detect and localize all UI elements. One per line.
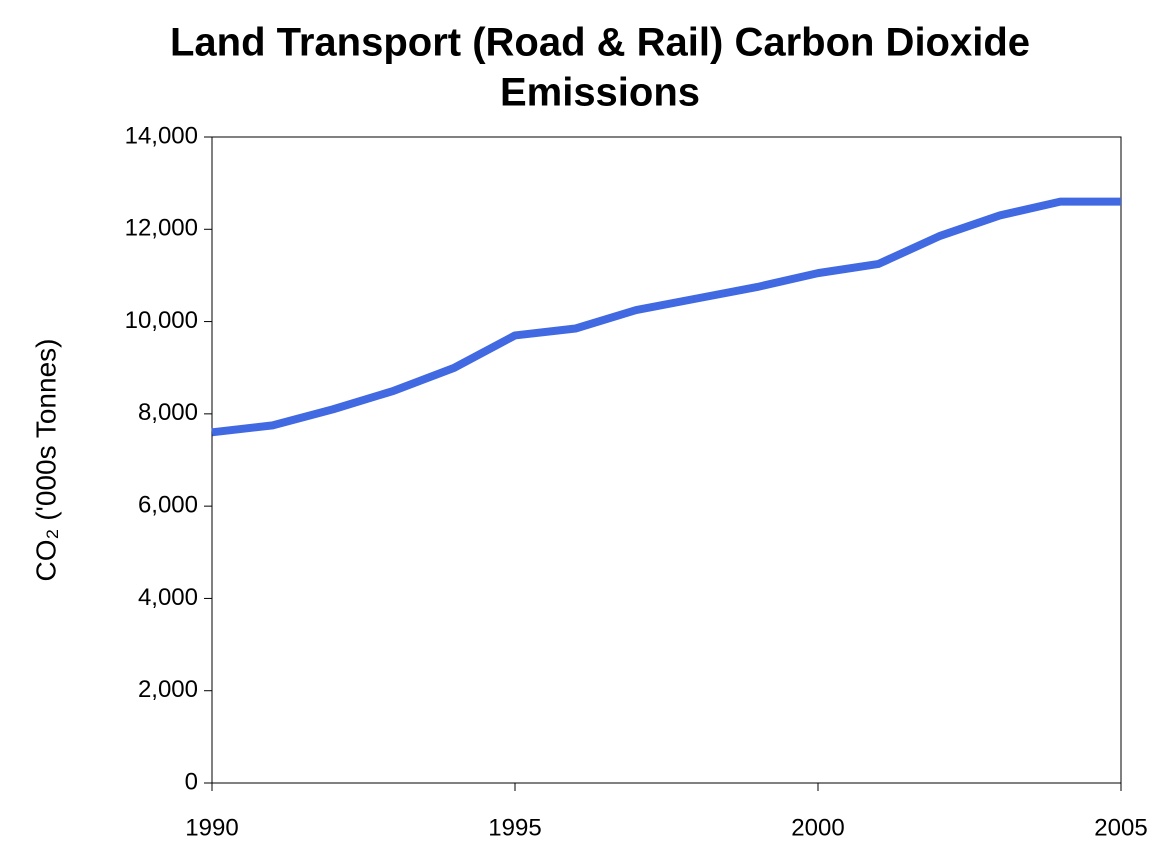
- x-tick-label: 2005: [1094, 814, 1147, 841]
- chart-title: Land Transport (Road & Rail) Carbon Diox…: [170, 21, 1030, 65]
- y-tick-label: 8,000: [138, 399, 198, 426]
- y-tick-label: 4,000: [138, 584, 198, 611]
- plot-frame: [211, 136, 1122, 784]
- y-tick-label: 12,000: [125, 215, 198, 242]
- x-tick-label: 2000: [791, 814, 844, 841]
- y-tick-label: 6,000: [138, 491, 198, 518]
- x-tick-label: 1995: [488, 814, 541, 841]
- y-tick-label: 0: [185, 768, 198, 795]
- y-tick-label: 14,000: [125, 122, 198, 149]
- y-tick-label: 10,000: [125, 307, 198, 334]
- y-axis-label: CO₂ ('000s Tonnes): [30, 339, 61, 582]
- chart-title: Emissions: [500, 71, 700, 115]
- data-line: [211, 197, 1121, 437]
- y-tick-label: 2,000: [138, 676, 198, 703]
- x-tick-label: 1990: [185, 814, 238, 841]
